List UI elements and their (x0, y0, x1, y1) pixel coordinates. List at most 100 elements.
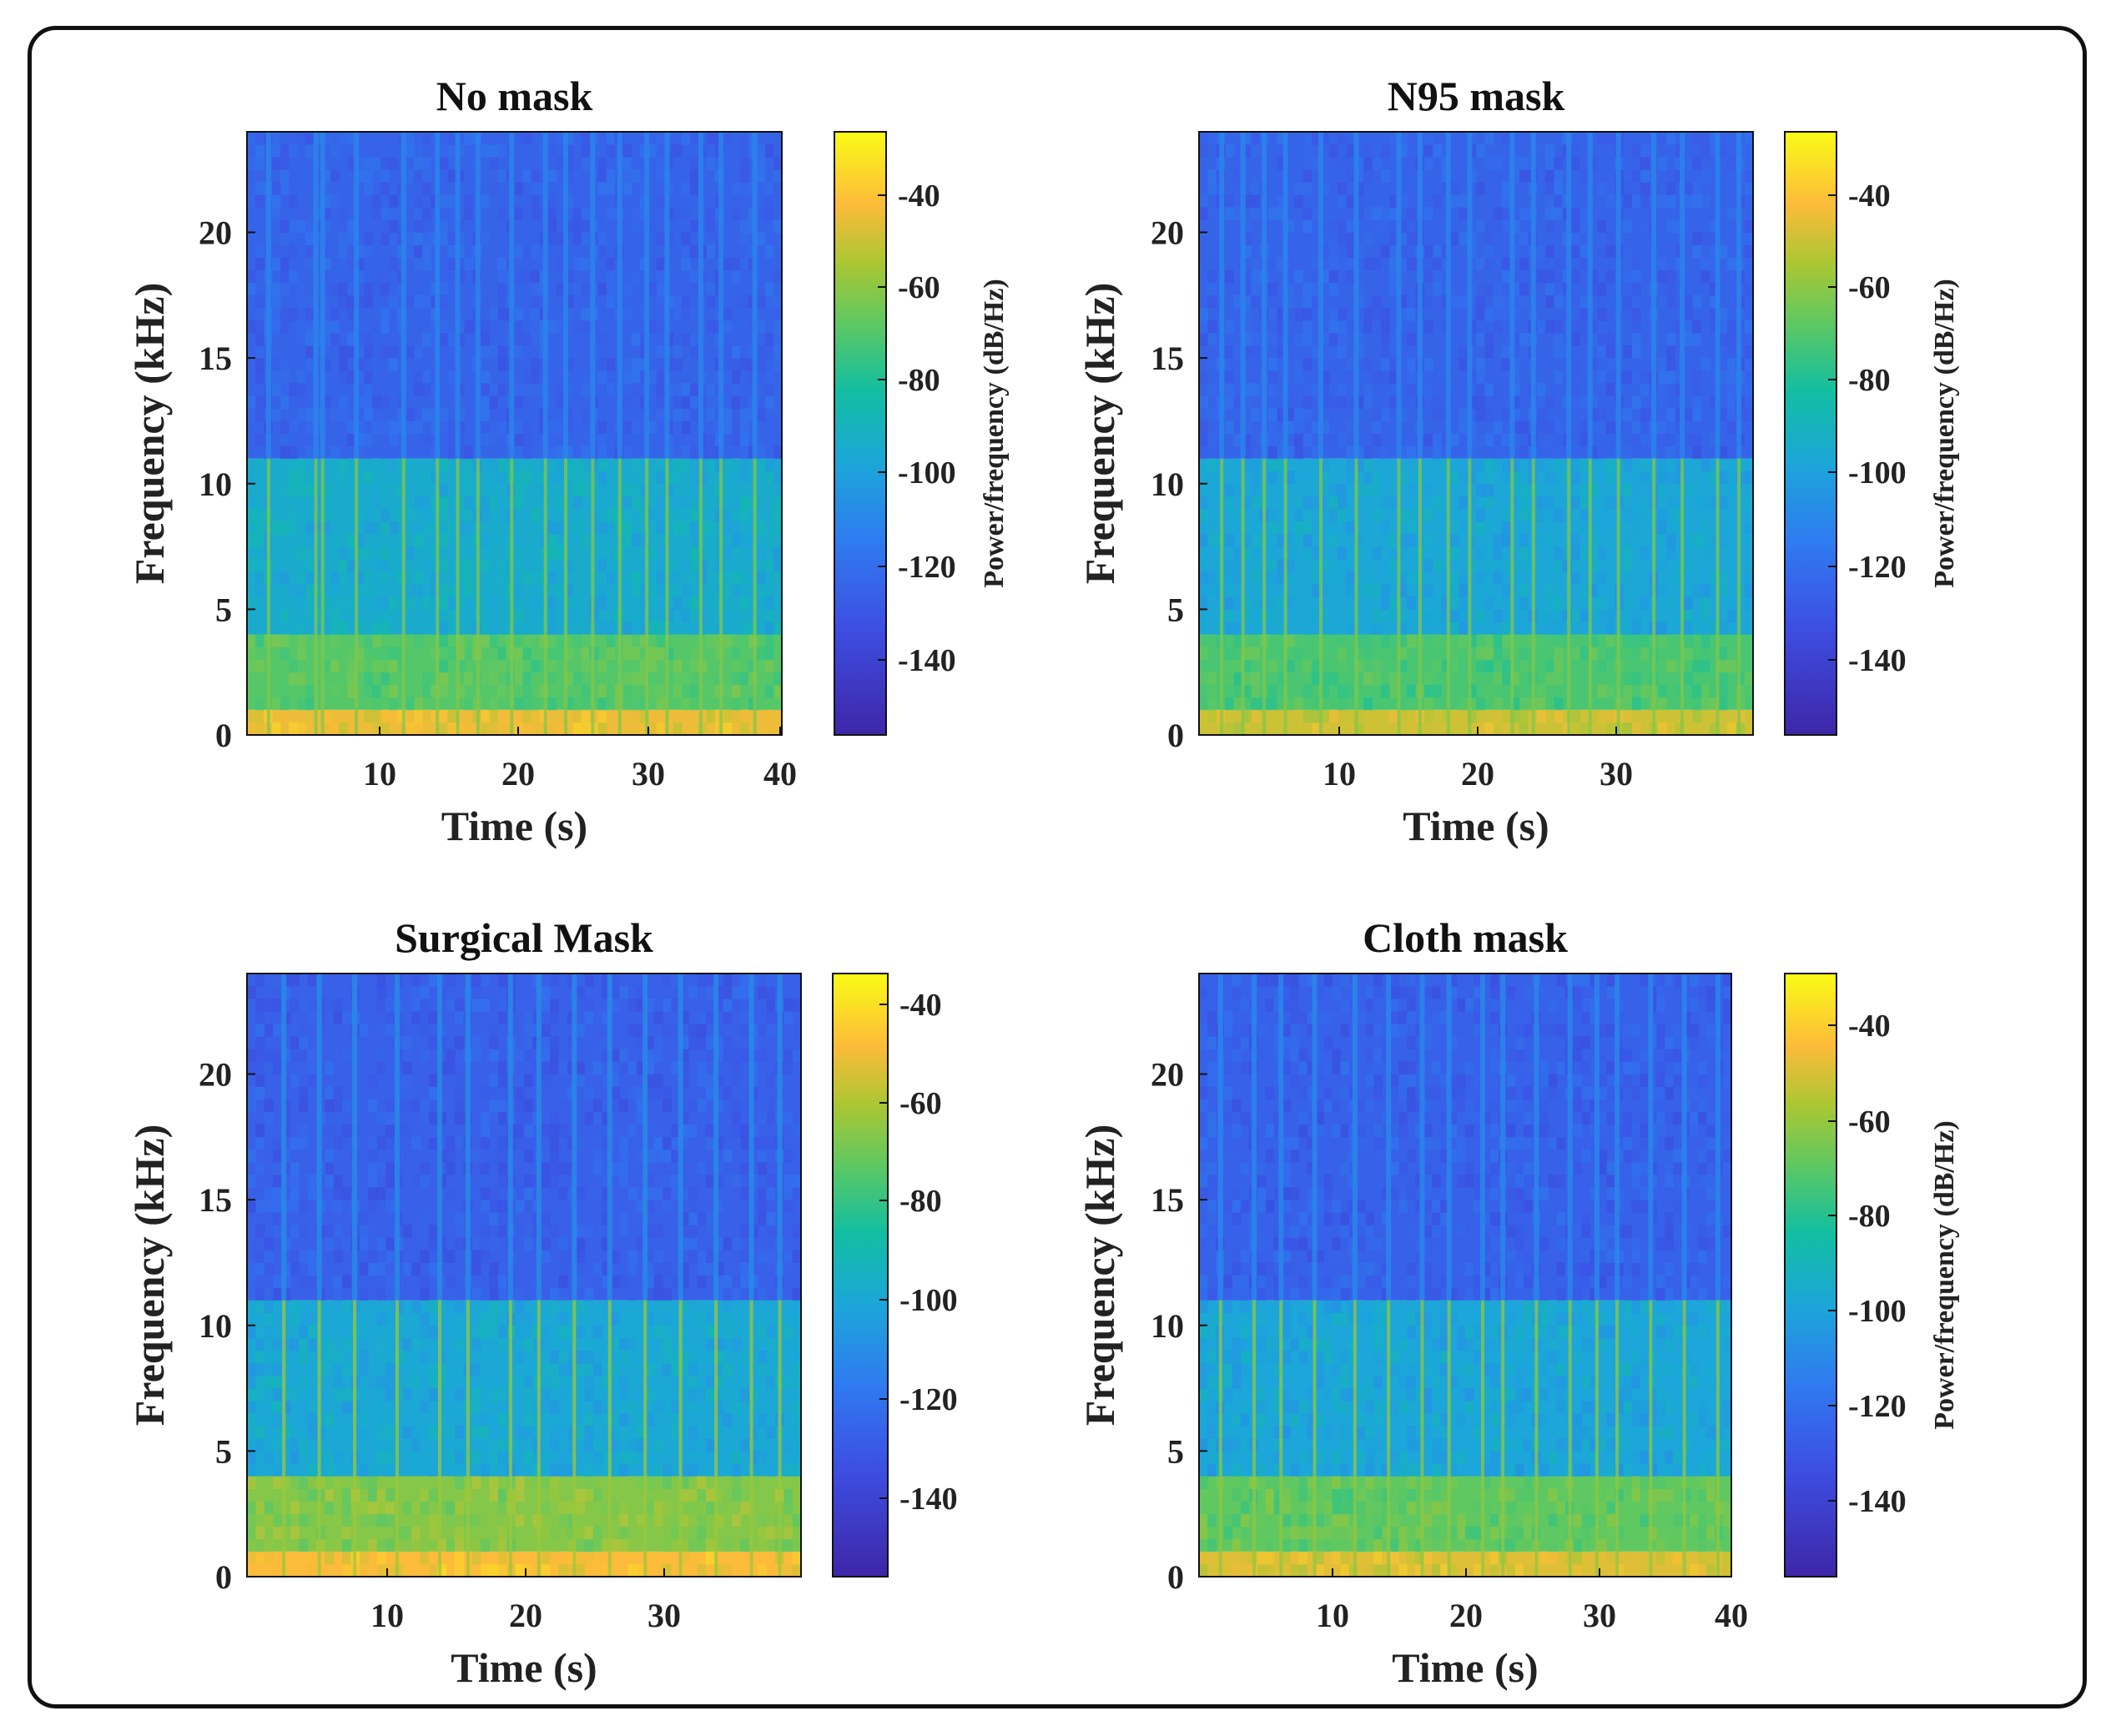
noise-cell (697, 1262, 707, 1276)
noise-cell (639, 358, 649, 371)
noise-cell (1328, 508, 1338, 522)
noise-cell (1623, 609, 1633, 622)
noise-cell (437, 1350, 447, 1364)
noise-cell (471, 1049, 481, 1062)
noise-cell (731, 370, 741, 384)
noise-cell (1423, 433, 1433, 447)
y-tick-label: 15 (1151, 340, 1184, 377)
noise-cell (471, 1350, 481, 1364)
noise-cell (1389, 219, 1399, 233)
noise-cell (376, 1501, 386, 1515)
noise-cell (627, 999, 637, 1012)
noise-cell (1346, 684, 1356, 698)
noise-cell (1588, 521, 1598, 535)
noise-cell (1398, 659, 1408, 673)
noise-cell (1311, 257, 1321, 271)
noise-cell (1710, 684, 1719, 698)
noise-cell (422, 169, 431, 183)
noise-cell (330, 659, 340, 673)
noise-cell (481, 1111, 490, 1125)
noise-cell (697, 1350, 707, 1364)
noise-cell (1744, 584, 1754, 597)
noise-cell (689, 571, 699, 585)
noise-cell (1718, 496, 1728, 510)
noise-cell (464, 521, 473, 535)
noise-cell (333, 1451, 343, 1464)
noise-cell (1372, 546, 1382, 560)
noise-cell (1545, 508, 1554, 522)
noise-cell (389, 596, 398, 610)
noise-cell (447, 571, 456, 585)
noise-cell (1407, 383, 1416, 396)
noise-cell (497, 1074, 507, 1088)
noise-cell (339, 345, 348, 359)
noise-cell (1675, 420, 1685, 434)
noise-cell (364, 709, 373, 723)
noise-cell (1277, 320, 1287, 334)
colorbar-label: Power/frequency (dB/Hz) (1929, 279, 1960, 587)
noise-cell (446, 1187, 456, 1200)
noise-cell (581, 659, 591, 673)
noise-cell (581, 684, 591, 698)
noise-cell (1233, 697, 1243, 711)
noise-cell (1233, 433, 1243, 447)
noise-cell (389, 294, 398, 309)
noise-cell (1597, 709, 1607, 723)
noise-cell (280, 244, 290, 259)
noise-cell (1233, 232, 1243, 246)
noise-cell (514, 672, 524, 686)
noise-cell (1423, 609, 1433, 622)
noise-cell (247, 1200, 256, 1213)
noise-cell (1294, 408, 1303, 421)
noise-cell (247, 1287, 256, 1301)
noise-cell (389, 345, 398, 359)
noise-cell (532, 1426, 542, 1439)
noise-cell (564, 559, 574, 572)
noise-cell (673, 596, 683, 610)
noise-cell (359, 1413, 369, 1427)
noise-cell (446, 1149, 456, 1163)
noise-cell (705, 1250, 715, 1263)
noise-cell (439, 672, 448, 686)
noise-cell (1623, 408, 1633, 421)
noise-cell (606, 647, 616, 661)
noise-cell (714, 709, 724, 723)
noise-cell (1579, 219, 1590, 233)
noise-cell (647, 219, 657, 233)
noise-cell (572, 420, 582, 434)
noise-cell (1233, 257, 1243, 271)
noise-cell (471, 1237, 481, 1250)
noise-cell (731, 383, 741, 396)
noise-cell (1726, 395, 1736, 409)
noise-cell (705, 1451, 715, 1464)
noise-cell (1251, 408, 1261, 421)
noise-cell (1597, 132, 1607, 145)
noise-cell (1380, 333, 1390, 346)
noise-cell (420, 1161, 430, 1175)
noise-cell (748, 534, 758, 547)
noise-cell (481, 1463, 490, 1477)
noise-cell (411, 1262, 421, 1276)
noise-cell (1510, 470, 1520, 485)
noise-cell (1433, 722, 1442, 736)
noise-cell (1242, 383, 1252, 396)
noise-cell (706, 282, 716, 296)
noise-cell (455, 1501, 464, 1515)
noise-cell (339, 571, 348, 585)
noise-cell (748, 546, 758, 560)
noise-cell (1363, 571, 1373, 585)
noise-cell (364, 496, 373, 510)
noise-cell (406, 722, 415, 736)
noise-cell (455, 1237, 464, 1250)
noise-cell (688, 1401, 698, 1414)
noise-cell (515, 1488, 525, 1502)
noise-cell (764, 470, 774, 485)
noise-cell (1449, 571, 1459, 585)
noise-cell (380, 584, 390, 597)
noise-cell (631, 219, 641, 233)
noise-cell (639, 333, 649, 346)
noise-cell (1338, 395, 1347, 409)
noise-cell (1363, 144, 1373, 158)
noise-cell (281, 1476, 291, 1490)
noise-cell (1493, 207, 1503, 220)
